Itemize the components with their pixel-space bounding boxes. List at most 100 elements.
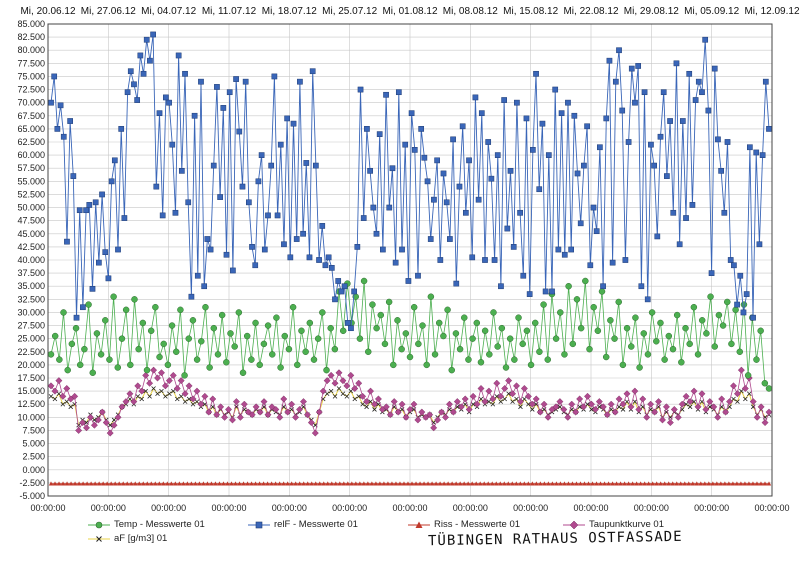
legend-temp-marker-icon [88, 521, 110, 528]
data-point-temp [268, 351, 276, 358]
data-point-taupunkt [55, 377, 63, 385]
data-point-taupunkt [205, 408, 213, 416]
legend-item-riss: Riss - Messwerte 01 [408, 519, 520, 530]
data-point-taupunkt [477, 385, 485, 392]
data-point-relf [711, 65, 718, 72]
data-point-af [707, 404, 713, 410]
data-point-riss [349, 481, 355, 486]
data-point-riss [514, 481, 519, 486]
data-point-taupunkt [434, 416, 442, 424]
data-point-riss [305, 481, 310, 486]
legend-riss-marker-icon [408, 521, 430, 528]
data-point-temp [435, 319, 443, 327]
data-point-temp [294, 361, 301, 369]
data-point-temp [323, 366, 330, 374]
data-point-taupunkt [449, 408, 457, 416]
data-point-af [364, 404, 369, 410]
data-point-relf [510, 244, 517, 250]
data-point-af [182, 399, 188, 404]
data-point-taupunkt [493, 379, 501, 387]
data-point-temp [644, 351, 652, 358]
x-tick-label-bottom: 00:00:00 [211, 503, 246, 513]
y-tick-label: 67.500 [17, 111, 45, 121]
data-point-temp [657, 319, 664, 327]
data-point-riss [321, 481, 326, 486]
data-point-temp [490, 309, 497, 316]
data-point-temp [198, 338, 205, 345]
data-point-relf [118, 126, 125, 132]
data-point-temp [156, 353, 163, 361]
data-point-riss [185, 481, 190, 486]
data-point-taupunkt [343, 382, 351, 390]
data-point-riss [546, 481, 551, 486]
data-point-taupunkt [138, 387, 146, 395]
data-point-relf [255, 178, 262, 185]
data-point-temp [711, 343, 718, 350]
data-point-af [530, 407, 535, 412]
data-point-riss [153, 481, 158, 486]
data-point-relf [469, 254, 476, 261]
data-point-riss [413, 481, 419, 486]
data-point-relf [667, 118, 673, 124]
data-point-taupunkt [651, 408, 659, 416]
data-point-riss [405, 481, 411, 486]
x-tick-label-bottom: 00:00:00 [30, 503, 65, 513]
data-point-relf [600, 283, 606, 290]
data-point-relf [166, 99, 172, 106]
data-point-taupunkt [674, 413, 682, 421]
data-point-temp [469, 335, 476, 342]
data-point-relf [734, 301, 740, 308]
data-point-taupunkt [659, 416, 666, 424]
data-point-relf [447, 236, 453, 242]
data-point-relf [520, 272, 527, 279]
data-point-relf [552, 86, 559, 93]
data-point-riss [177, 481, 182, 486]
data-point-temp [68, 340, 76, 348]
data-point-temp [736, 348, 744, 356]
data-point-af [186, 396, 192, 402]
data-point-taupunkt [666, 419, 674, 427]
data-point-temp [106, 356, 113, 363]
data-point-taupunkt [86, 413, 94, 421]
data-point-temp [527, 361, 535, 369]
data-point-temp [160, 340, 167, 348]
x-tick-label-bottom: 00:00:00 [151, 503, 186, 513]
data-point-taupunkt [520, 385, 528, 392]
data-point-af [135, 394, 141, 399]
data-point-riss [121, 481, 126, 486]
data-point-af [746, 391, 752, 397]
data-point-relf [140, 70, 147, 77]
data-point-relf [360, 215, 367, 221]
data-point-af [502, 396, 507, 402]
data-point-temp [565, 282, 572, 290]
data-point-taupunkt [501, 385, 509, 392]
data-point-riss [638, 481, 643, 486]
data-point-relf [628, 65, 635, 72]
x-tick-label-bottom: 00:00:00 [272, 503, 307, 513]
data-point-riss [373, 481, 379, 486]
data-point-taupunkt [102, 419, 110, 427]
data-point-relf [137, 52, 144, 59]
data-point-riss [646, 481, 651, 486]
data-point-taupunkt [552, 403, 560, 411]
data-point-relf [175, 52, 182, 59]
data-point-relf [597, 144, 603, 151]
data-point-riss [421, 481, 427, 486]
data-point-taupunkt [714, 413, 722, 421]
data-point-taupunkt [615, 395, 623, 403]
x-tick-label-top: Mi, 25.07.12 [322, 6, 377, 17]
legend-af-marker-icon [88, 535, 110, 542]
data-point-riss [726, 481, 732, 486]
data-point-riss [333, 481, 338, 486]
data-point-temp [477, 359, 485, 366]
data-point-riss [189, 481, 194, 486]
data-point-relf [593, 228, 600, 235]
data-point-temp [331, 345, 339, 353]
x-tick-label-top: Mi, 04.07.12 [141, 6, 196, 17]
data-point-relf [558, 110, 565, 117]
data-point-riss [706, 481, 712, 486]
data-point-relf [277, 141, 284, 148]
data-point-temp [498, 324, 506, 332]
data-point-relf [226, 89, 233, 96]
